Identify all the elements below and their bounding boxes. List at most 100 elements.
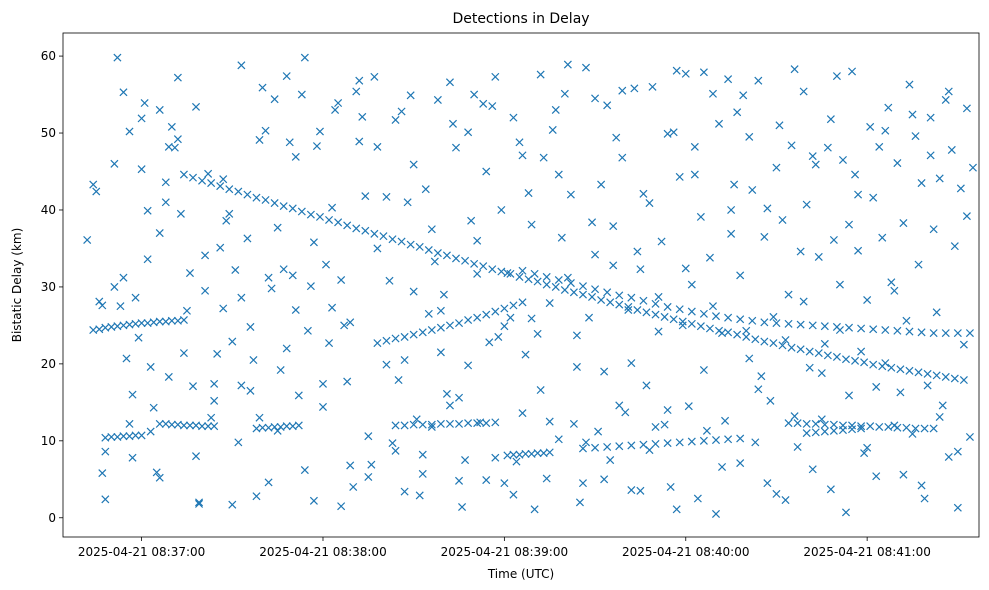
- data-point: [887, 278, 896, 287]
- data-point: [188, 173, 198, 182]
- data-point: [772, 319, 781, 328]
- y-tick-label: 50: [41, 126, 56, 140]
- data-point: [814, 349, 823, 358]
- data-point: [509, 450, 518, 459]
- data-point: [237, 381, 246, 390]
- data-point: [361, 192, 370, 201]
- data-point: [167, 316, 176, 325]
- data-point: [878, 233, 887, 242]
- data-point: [793, 442, 802, 451]
- data-point: [518, 266, 527, 275]
- data-point: [705, 253, 714, 262]
- data-point: [748, 185, 757, 194]
- data-point: [902, 316, 911, 325]
- data-point: [799, 87, 808, 96]
- data-point: [908, 429, 917, 438]
- data-point: [606, 456, 615, 465]
- data-point: [110, 159, 119, 168]
- data-point: [578, 444, 587, 453]
- data-point: [790, 65, 799, 74]
- data-point: [651, 422, 660, 431]
- data-point: [784, 290, 793, 299]
- data-point: [841, 508, 851, 517]
- data-point: [745, 132, 754, 141]
- data-point: [482, 167, 491, 176]
- data-point: [838, 426, 847, 435]
- data-point: [687, 319, 696, 328]
- data-point: [485, 338, 494, 347]
- data-point: [427, 420, 436, 429]
- data-point: [464, 128, 473, 137]
- data-point: [400, 332, 409, 341]
- data-point: [285, 138, 294, 147]
- data-point: [965, 432, 974, 441]
- data-point: [645, 446, 654, 455]
- data-point: [681, 264, 690, 273]
- data-point: [693, 494, 702, 503]
- data-point: [660, 312, 669, 321]
- data-point: [515, 272, 524, 281]
- y-tick-label: 40: [41, 203, 56, 217]
- x-axis-label: Time (UTC): [487, 567, 554, 581]
- data-point: [663, 302, 672, 311]
- data-point: [736, 459, 745, 468]
- data-point: [944, 452, 953, 462]
- data-point: [294, 421, 303, 430]
- data-point: [424, 245, 433, 255]
- data-point: [615, 442, 624, 451]
- data-point: [857, 324, 866, 333]
- data-point: [584, 313, 594, 322]
- data-point: [663, 439, 672, 448]
- data-point: [170, 143, 179, 152]
- data-point: [609, 261, 618, 270]
- data-point: [391, 421, 400, 430]
- data-point: [167, 122, 176, 131]
- data-point: [781, 335, 790, 345]
- data-point: [651, 310, 660, 319]
- data-point: [482, 310, 491, 319]
- data-point: [636, 486, 645, 495]
- data-point: [445, 321, 454, 330]
- data-point: [687, 280, 696, 289]
- data-point: [926, 151, 935, 160]
- data-point: [288, 271, 297, 280]
- data-point: [621, 408, 630, 417]
- data-point: [503, 269, 512, 278]
- data-point: [258, 423, 267, 432]
- chart-title: Detections in Delay: [452, 11, 589, 27]
- data-point: [530, 269, 539, 278]
- data-point: [835, 280, 844, 289]
- data-point: [820, 420, 829, 429]
- data-point: [188, 382, 198, 391]
- data-point: [309, 238, 318, 247]
- data-point: [176, 209, 185, 218]
- data-point: [155, 105, 164, 114]
- data-point: [778, 215, 787, 225]
- data-point: [696, 212, 705, 221]
- data-point: [941, 372, 950, 381]
- data-point: [358, 112, 367, 121]
- data-point: [736, 434, 745, 443]
- data-point: [461, 256, 470, 265]
- data-point: [210, 396, 219, 405]
- data-point: [639, 296, 648, 305]
- data-point: [727, 229, 736, 238]
- data-point: [451, 254, 461, 263]
- data-point: [385, 276, 394, 285]
- data-point: [409, 420, 418, 429]
- data-point: [684, 402, 693, 411]
- data-point: [893, 326, 902, 335]
- data-point: [179, 170, 188, 179]
- data-point: [195, 498, 204, 507]
- data-point: [545, 448, 554, 457]
- y-axis-label: Bistatic Delay (km): [10, 228, 24, 343]
- data-point: [536, 386, 545, 395]
- data-point: [869, 193, 878, 202]
- data-point: [173, 135, 182, 144]
- data-point: [364, 432, 373, 441]
- data-point: [92, 187, 101, 196]
- data-point: [805, 347, 814, 356]
- data-point: [509, 490, 518, 499]
- data-point: [191, 452, 201, 461]
- data-point: [708, 89, 717, 98]
